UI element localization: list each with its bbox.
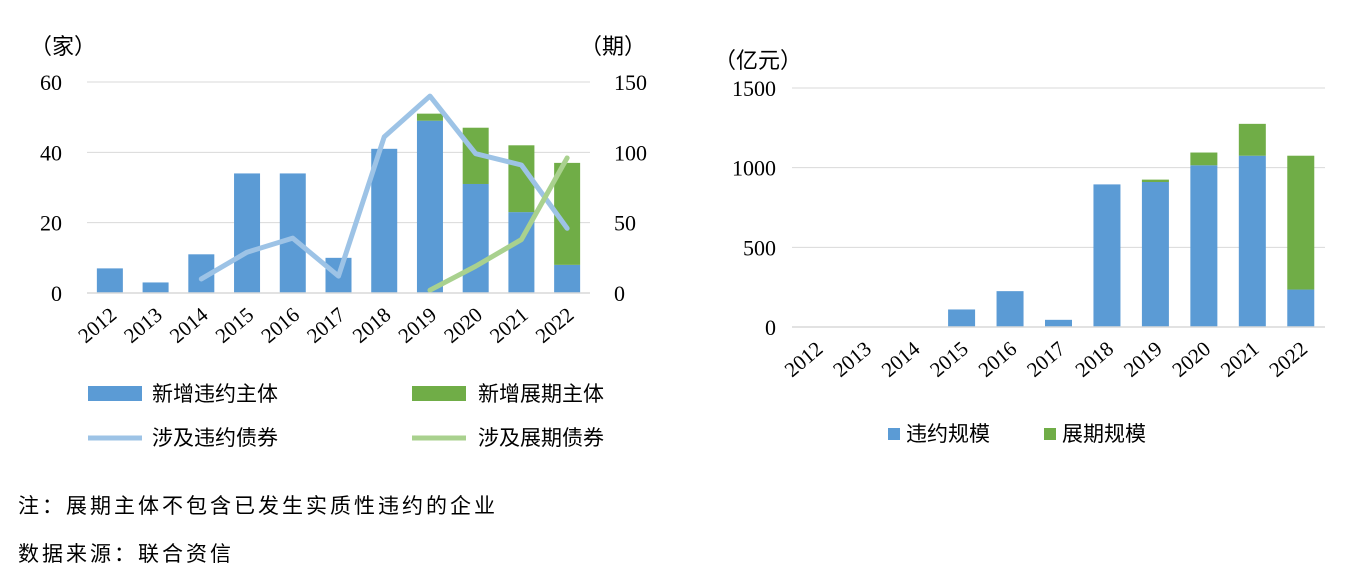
bar-new-default [142,282,169,293]
bar-default-scale [1141,182,1169,327]
y-tick-label: 1500 [732,76,776,101]
bar-new-default [96,268,123,293]
bar-new-default [234,173,261,293]
bar-new-default [371,148,398,293]
legend-label-default-scale: 违约规模 [906,422,990,446]
y-tick-label: 0 [51,281,62,306]
y2-tick-label: 100 [614,140,647,165]
legend-label-extension-bonds: 涉及展期债券 [478,426,604,450]
chart-note: 注：展期主体不包含已发生实质性违约的企业 [18,494,498,518]
x-tick-label: 2017 [302,302,350,347]
x-tick-label: 2014 [165,302,213,348]
bar-extension-scale [1287,155,1315,290]
legend-label-new-extension: 新增展期主体 [478,382,604,406]
x-tick-label: 2018 [1071,336,1119,381]
bar-default-scale [1045,319,1072,327]
line-extension-bonds [427,155,570,293]
y-tick-label: 20 [40,211,62,236]
y-tick-label: 60 [40,70,62,95]
bar-extension-scale [1141,179,1169,183]
bar-default-scale [1093,184,1121,327]
left-legend: 新增违约主体 新增展期主体 涉及违约债券 涉及展期债券 [88,382,604,450]
bar-default-scale [1190,165,1218,327]
bar-default-scale [948,309,976,327]
legend-swatch-new-extension [412,386,466,401]
bar-default-scale [1287,289,1315,327]
bar-default-scale [1238,155,1266,327]
right-legend: 违约规模 展期规模 [888,422,1146,446]
x-tick-label: 2016 [974,336,1022,381]
bar-extension-scale [1238,123,1266,156]
y2-tick-label: 0 [614,281,625,306]
legend-swatch-default-scale [888,428,900,440]
left-gridlines [87,81,590,224]
left-chart: 0 20 40 60 0 50 100 150 201220132014201520162017… [30,34,647,450]
x-tick-label: 2015 [925,336,973,381]
right-axes: 0 500 1000 1500 2012 2013 2014 2015 2016 2017 2018… [732,76,1325,382]
x-tick-label: 2013 [828,336,876,381]
right-y-axis-label: （期） [580,34,646,59]
legend-label-extension-scale: 展期规模 [1062,422,1146,446]
data-source: 数据来源：联合资信 [18,542,234,566]
x-tick-label: 2021 [485,302,533,347]
y2-tick-label: 150 [614,70,647,95]
bar-new-default [279,173,306,293]
bar-new-default [462,183,489,293]
x-tick-label: 2014 [877,336,925,382]
x-tick-label: 2015 [211,302,259,347]
left-bars [96,113,581,293]
x-tick-label: 2022 [531,302,579,347]
x-tick-label: 2020 [439,302,487,347]
legend-swatch-extension-scale [1044,428,1056,440]
bar-extension-scale [1190,152,1218,166]
y2-tick-label: 50 [614,211,636,236]
y-tick-label: 0 [765,315,776,340]
bar-new-default [416,120,443,293]
legend-label-new-default: 新增违约主体 [152,382,278,406]
y-tick-label: 1000 [732,156,776,181]
x-tick-label: 2022 [1264,336,1312,381]
right-chart: 0 500 1000 1500 2012 2013 2014 2015 2016 2017 2018… [714,48,1325,446]
line-default-bonds [198,93,570,282]
y-tick-label: 500 [743,235,776,260]
x-tick-label: 2018 [348,302,396,347]
left-y-axis-label: （家） [30,34,96,59]
x-tick-label: 2012 [780,336,828,381]
y-axis-label: （亿元） [714,48,802,73]
bar-new-extension [416,113,443,121]
x-tick-label: 2019 [394,302,442,347]
x-tick-label: 2019 [1119,336,1167,381]
x-tick-label: 2021 [1216,336,1264,381]
x-tick-label: 2017 [1022,336,1070,381]
bar-new-default [554,264,581,293]
x-tick-label: 2013 [119,302,167,347]
x-tick-label: 2020 [1167,336,1215,381]
y-tick-label: 40 [40,140,62,165]
bar-default-scale [996,291,1024,327]
right-gridlines [792,87,1325,248]
legend-swatch-new-default [88,386,142,401]
left-lines [198,93,570,293]
x-tick-label: 2012 [73,302,121,347]
right-bars [948,123,1315,327]
legend-label-default-bonds: 涉及违约债券 [152,426,278,450]
x-tick-label: 2016 [256,302,304,347]
